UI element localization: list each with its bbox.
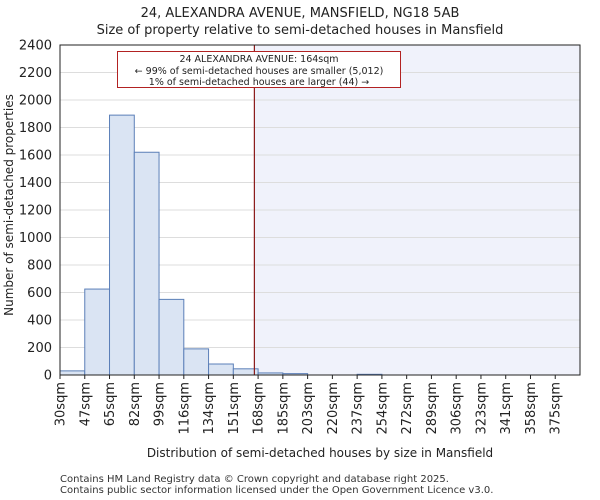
x-tick-label: 289sqm: [425, 382, 440, 435]
y-tick-label: 2000: [19, 94, 52, 109]
x-tick-label: 185sqm: [276, 382, 291, 435]
x-tick-label: 254sqm: [375, 382, 390, 435]
histogram-bar: [208, 363, 234, 376]
property-annotation: 24 ALEXANDRA AVENUE: 164sqm ← 99% of sem…: [117, 51, 401, 88]
x-tick-label: 375sqm: [549, 382, 564, 435]
x-tick-label: 220sqm: [326, 382, 341, 435]
x-axis-label: Distribution of semi-detached houses by …: [147, 446, 493, 460]
y-tick-label: 600: [27, 286, 52, 301]
y-tick-label: 2200: [19, 66, 52, 81]
y-axis-label: Number of semi-detached properties: [2, 94, 16, 316]
y-tick-label: 800: [27, 259, 52, 274]
histogram-bar: [183, 348, 210, 376]
histogram-bar: [59, 370, 86, 376]
x-tick-label: 168sqm: [252, 382, 267, 435]
histogram-bar: [84, 288, 111, 376]
x-tick-label: 134sqm: [202, 382, 217, 435]
x-tick-label: 358sqm: [524, 382, 539, 435]
x-tick-label: 30sqm: [54, 382, 69, 426]
y-tick-label: 0: [44, 369, 52, 384]
x-tick-label: 272sqm: [400, 382, 415, 435]
x-tick-label: 65sqm: [103, 382, 118, 426]
x-tick-label: 151sqm: [227, 382, 242, 435]
y-tick-label: 1600: [19, 149, 52, 164]
y-tick-label: 1800: [19, 121, 52, 136]
x-tick-label: 116sqm: [177, 382, 192, 435]
annotation-line-1: 24 ALEXANDRA AVENUE: 164sqm: [179, 54, 339, 65]
annotation-line-3: 1% of semi-detached houses are larger (4…: [148, 77, 370, 88]
x-tick-label: 237sqm: [351, 382, 366, 435]
x-tick-label: 323sqm: [474, 382, 489, 435]
x-tick-label: 99sqm: [153, 382, 168, 426]
x-tick-label: 203sqm: [301, 382, 316, 435]
x-tick-label: 47sqm: [78, 382, 93, 426]
y-tick-label: 2400: [19, 39, 52, 54]
y-tick-label: 1200: [19, 204, 52, 219]
y-tick-label: 200: [27, 341, 52, 356]
histogram-bar: [133, 151, 160, 376]
y-tick-label: 400: [27, 314, 52, 329]
plot-frame: [59, 44, 581, 376]
y-tick-label: 1400: [19, 176, 52, 191]
footer-licence: Contains public sector information licen…: [60, 485, 494, 496]
histogram-bar: [109, 114, 135, 376]
chart-subtitle: Size of property relative to semi-detach…: [96, 23, 504, 38]
x-tick-label: 341sqm: [499, 382, 514, 435]
footer-copyright: Contains HM Land Registry data © Crown c…: [60, 474, 449, 485]
x-tick-label: 306sqm: [450, 382, 465, 435]
histogram-bar: [158, 298, 185, 376]
y-tick-label: 1000: [19, 231, 52, 246]
x-tick-label: 82sqm: [128, 382, 143, 426]
annotation-line-2: ← 99% of semi-detached houses are smalle…: [134, 65, 384, 77]
chart-title: 24, ALEXANDRA AVENUE, MANSFIELD, NG18 5A…: [140, 6, 460, 21]
